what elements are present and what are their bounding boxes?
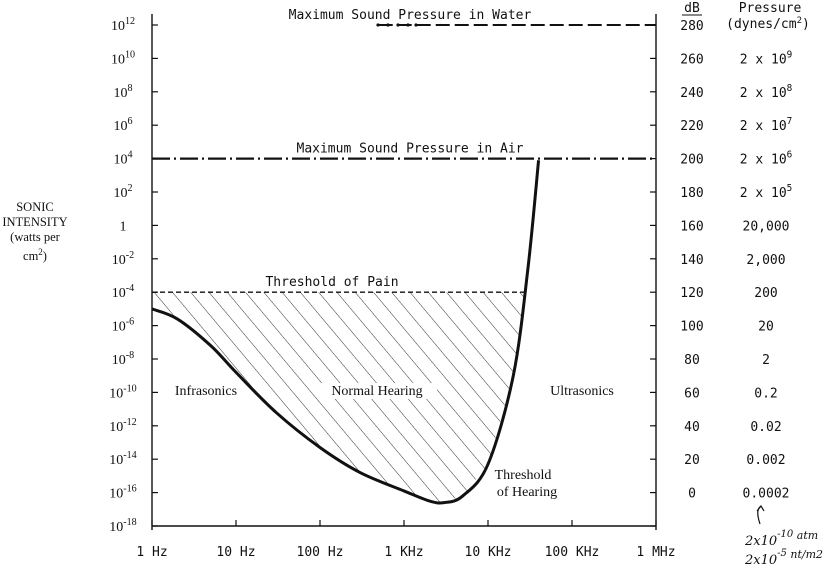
- region-label: Infrasonics: [175, 384, 237, 399]
- y-axis-title-line: (watts per: [10, 230, 60, 244]
- db-tick-label: 280: [680, 19, 703, 34]
- pressure-tick-label: 2 x 109: [740, 49, 793, 67]
- db-tick-label: 220: [680, 119, 703, 134]
- region-labels: Infrasonics Normal Hearing Ultrasonics Thre…: [175, 383, 614, 500]
- db-tick-label: 260: [680, 52, 703, 67]
- y-tick-label: 102: [113, 183, 132, 201]
- note-arrow-head-icon: [756, 504, 765, 512]
- pressure-tick-label: 20: [758, 320, 774, 335]
- handwritten-note: 2x10-10 atm: [744, 529, 818, 549]
- y-tick-label: 10-4: [112, 283, 134, 301]
- threshold-of-hearing-curve: [151, 160, 541, 505]
- pressure-tick-label: 2 x 108: [740, 83, 793, 101]
- y-axis-title: SONIC INTENSITY (watts per cm2): [2, 200, 68, 264]
- pressure-tick-label: 2 x 106: [740, 150, 793, 168]
- db-tick-label: 100: [680, 320, 703, 335]
- db-axis-header: dB: [684, 1, 700, 16]
- x-axis-labels: 1 Hz 10 Hz 100 Hz 1 KHz 10 KHz 100 KHz 1 MHz: [136, 545, 675, 560]
- region-label-bg: [317, 383, 437, 399]
- y-tick-label: 10-16: [109, 484, 136, 502]
- pressure-tick-label: 2 x 107: [740, 116, 793, 134]
- pressure-tick-label: 0.002: [746, 453, 785, 468]
- water-line-dot: [396, 23, 400, 27]
- y-tick-label: 10-14: [109, 450, 136, 468]
- pressure-tick-label: 20,000: [743, 219, 790, 234]
- pressure-axis-header: Pressure: [739, 1, 802, 16]
- y-tick-label: 1: [120, 219, 127, 234]
- water-line-dot: [406, 23, 410, 27]
- db-tick-label: 0: [688, 487, 696, 502]
- pressure-tick-label: 0.0002: [743, 487, 790, 502]
- x-tick-label: 1 KHz: [384, 545, 423, 560]
- db-tick-label: 160: [680, 219, 703, 234]
- region-label: Threshold: [495, 468, 552, 483]
- x-tick-label: 10 KHz: [465, 545, 512, 560]
- db-tick-label: 20: [684, 453, 700, 468]
- db-tick-label: 60: [684, 386, 700, 401]
- y-tick-label: 10-6: [112, 317, 134, 335]
- y-tick-label: 1012: [111, 16, 135, 34]
- y-tick-label: 104: [113, 150, 132, 168]
- max-pressure-water-line-label: Maximum Sound Pressure in Water: [289, 8, 532, 23]
- y-tick-label: 10-10: [109, 383, 136, 401]
- x-tick-label: 100 KHz: [545, 545, 600, 560]
- y-tick-label: 10-18: [109, 517, 136, 535]
- y-tick-label: 108: [113, 83, 132, 101]
- region-label: Ultrasonics: [550, 384, 614, 399]
- db-tick-label: 120: [680, 286, 703, 301]
- pressure-tick-label: 200: [754, 286, 777, 301]
- db-tick-label: 240: [680, 86, 703, 101]
- db-tick-label: 40: [684, 420, 700, 435]
- db-tick-label: 80: [684, 353, 700, 368]
- y-tick-label: 1010: [111, 49, 135, 67]
- water-line-dot: [376, 23, 380, 27]
- pressure-tick-label: 0.02: [750, 420, 781, 435]
- pressure-axis-units: (dynes/cm2): [726, 16, 810, 32]
- series: [151, 160, 541, 505]
- water-line-dot: [414, 23, 418, 27]
- y-axis-title-line: cm2): [23, 247, 47, 264]
- db-tick-label: 200: [680, 153, 703, 168]
- y-tick-label: 10-8: [112, 350, 134, 368]
- pressure-tick-label: 2: [762, 353, 770, 368]
- max-pressure-air-line-label: Maximum Sound Pressure in Air: [297, 142, 524, 157]
- y-tick-label: 10-2: [112, 250, 134, 268]
- x-tick-label: 100 Hz: [297, 545, 344, 560]
- pressure-tick-label: 2 x 105: [740, 183, 793, 201]
- reference-lines: Maximum Sound Pressure in Water Maximum S…: [152, 8, 656, 293]
- db-tick-label: 140: [680, 253, 703, 268]
- y-tick-label: 106: [113, 116, 132, 134]
- y-axis-right-pressure-labels: 2 x 109 2 x 108 2 x 107 2 x 106 2 x 105 20,00…: [740, 49, 793, 501]
- db-tick-label: 180: [680, 186, 703, 201]
- x-tick-label: 10 Hz: [216, 545, 255, 560]
- threshold-of-pain-line-label: Threshold of Pain: [265, 275, 398, 290]
- y-axis-left-labels: 1012 1010 108 106 104 102 1 10-2 10-4 10-6 10-8 10-…: [109, 16, 136, 535]
- region-label: of Hearing: [497, 485, 557, 500]
- x-tick-label: 1 MHz: [636, 545, 675, 560]
- x-tick-label: 1 Hz: [136, 545, 167, 560]
- y-tick-label: 10-12: [109, 417, 136, 435]
- water-line-dot: [386, 23, 390, 27]
- pressure-tick-label: 0.2: [754, 386, 777, 401]
- y-axis-title-line: SONIC: [16, 200, 54, 214]
- region-label: Normal Hearing: [331, 384, 422, 399]
- y-axis-title-line: INTENSITY: [2, 215, 68, 229]
- right-axis-headers: dB Pressure(dynes/cm2): [682, 1, 810, 32]
- pressure-tick-label: 2,000: [746, 253, 785, 268]
- handwritten-note: 2x10-5 nt/m2: [744, 548, 823, 568]
